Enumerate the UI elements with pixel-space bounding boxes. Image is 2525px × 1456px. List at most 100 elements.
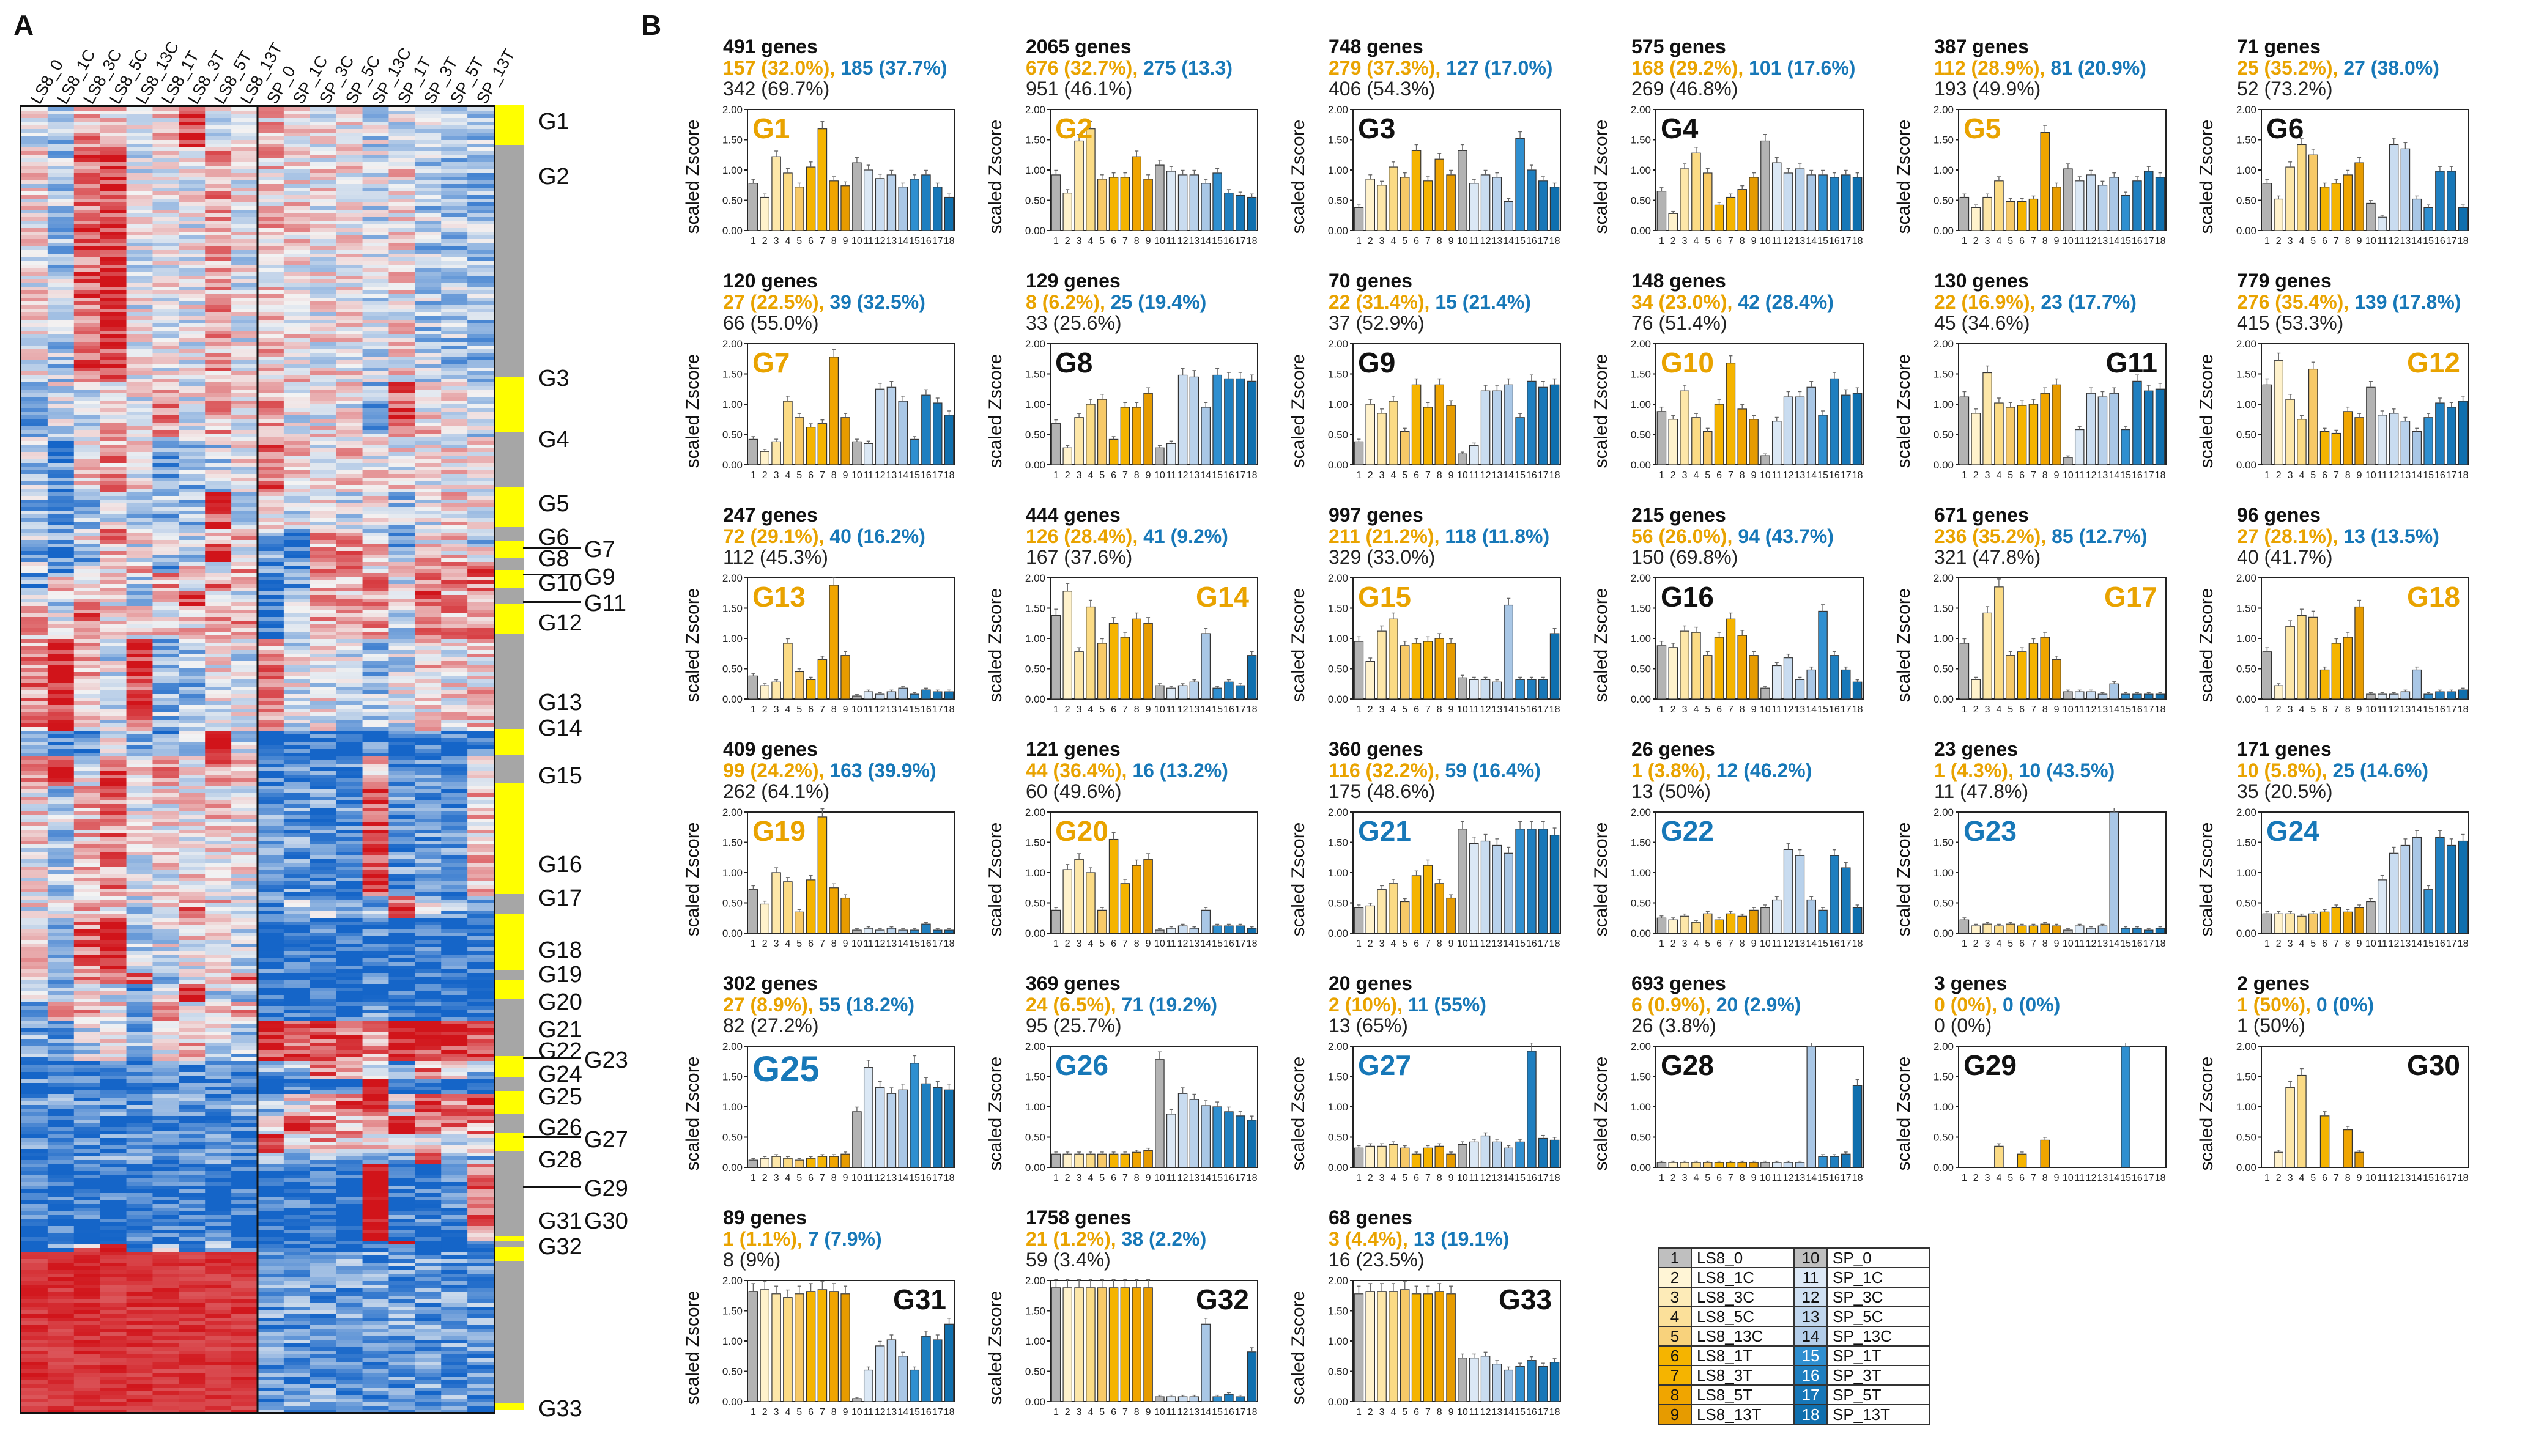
heatmap-cell [21,863,48,867]
heatmap-cell [388,221,415,225]
heatmap-cell [258,294,284,298]
heatmap-cell [283,1116,311,1120]
heatmap-cell [73,301,101,306]
heatmap-cell [73,254,101,258]
heatmap-cell [205,984,232,988]
heatmap-cell [283,1072,311,1076]
heatmap-cell [336,500,363,504]
heatmap-cell [21,298,48,302]
heatmap-cell [336,496,363,500]
heatmap-cell [100,401,127,405]
heatmap-cell [205,848,232,852]
heatmap-cell [388,1043,415,1047]
heatmap-cell [310,250,337,254]
heatmap-cell [21,566,48,570]
heatmap-cell [415,133,442,137]
heatmap-cell [126,393,154,397]
heatmap-cell [283,1021,311,1025]
heatmap-cell [467,1112,494,1117]
heatmap-cell [258,577,284,581]
heatmap-cell [21,753,48,757]
heatmap-cell [467,709,494,713]
heatmap-cell [73,158,101,163]
heatmap-cell [362,709,390,713]
heatmap-cell [47,602,75,607]
heatmap-cell [415,789,442,794]
heatmap-cell [258,232,284,236]
heatmap-cell [415,1021,442,1025]
heatmap-cell [179,889,206,893]
heatmap-cell [258,463,284,467]
heatmap-cell [258,379,284,383]
heatmap-cell [467,716,494,720]
heatmap-cell [126,210,154,214]
heatmap-cell [283,955,311,959]
heatmap-cell [336,423,363,427]
heatmap-cell [336,870,363,874]
heatmap-cell [47,452,75,456]
heatmap-cell [179,907,206,911]
heatmap-cell [441,870,468,874]
heatmap-cell [415,900,442,904]
heatmap-cell [73,357,101,361]
heatmap-cell [205,657,232,662]
heatmap-cell [336,1101,363,1106]
heatmap-cell [205,1021,232,1025]
heatmap-cell [441,331,468,335]
heatmap-cell [73,841,101,845]
heatmap-cell [126,786,154,790]
heatmap-cell [21,558,48,563]
heatmap-cell [100,323,127,328]
heatmap-cell [100,848,127,852]
heatmap-cell [310,133,337,137]
heatmap-cell [283,756,311,761]
heatmap-cell [21,235,48,240]
heatmap-cell [467,958,494,963]
heatmap-cell [100,448,127,453]
heatmap-cell [467,584,494,588]
heatmap-cell [152,202,179,207]
heatmap-cell [310,999,337,1003]
heatmap-cell [467,166,494,170]
heatmap-cell [47,133,75,137]
heatmap-cell [467,265,494,269]
heatmap-cell [47,338,75,342]
heatmap-cell [152,874,179,878]
heatmap-cell [100,518,127,522]
heatmap-cell [441,155,468,159]
heatmap-cell [362,518,390,522]
heatmap-cell [310,980,337,985]
heatmap-cell [336,668,363,673]
heatmap-cell [362,683,390,687]
heatmap-cell [362,599,390,603]
heatmap-cell [179,470,206,475]
heatmap-cell [415,764,442,768]
heatmap-cell [283,811,311,816]
heatmap-cell [73,445,101,449]
heatmap-cell [152,133,179,137]
heatmap-cell [310,202,337,207]
heatmap-cell [258,485,284,489]
heatmap-cell [231,764,258,768]
heatmap-cell [73,900,101,904]
heatmap-cell [47,962,75,966]
heatmap-cell [388,544,415,548]
heatmap-cell [415,720,442,724]
heatmap-cell [231,999,258,1003]
heatmap-cell [205,716,232,720]
heatmap-cell [47,1046,75,1051]
heatmap-cell [441,276,468,280]
heatmap-cell [231,929,258,933]
heatmap-cell [231,1017,258,1021]
heatmap-cell [336,287,363,291]
heatmap-cell [310,323,337,328]
heatmap-cell [73,1105,101,1109]
heatmap-cell [231,690,258,695]
heatmap-cell [205,833,232,838]
heatmap-cell [126,617,154,621]
heatmap-cell [231,867,258,871]
heatmap-cell [73,371,101,375]
heatmap-cell [258,793,284,797]
heatmap-cell [152,1098,179,1102]
heatmap-cell [336,408,363,412]
